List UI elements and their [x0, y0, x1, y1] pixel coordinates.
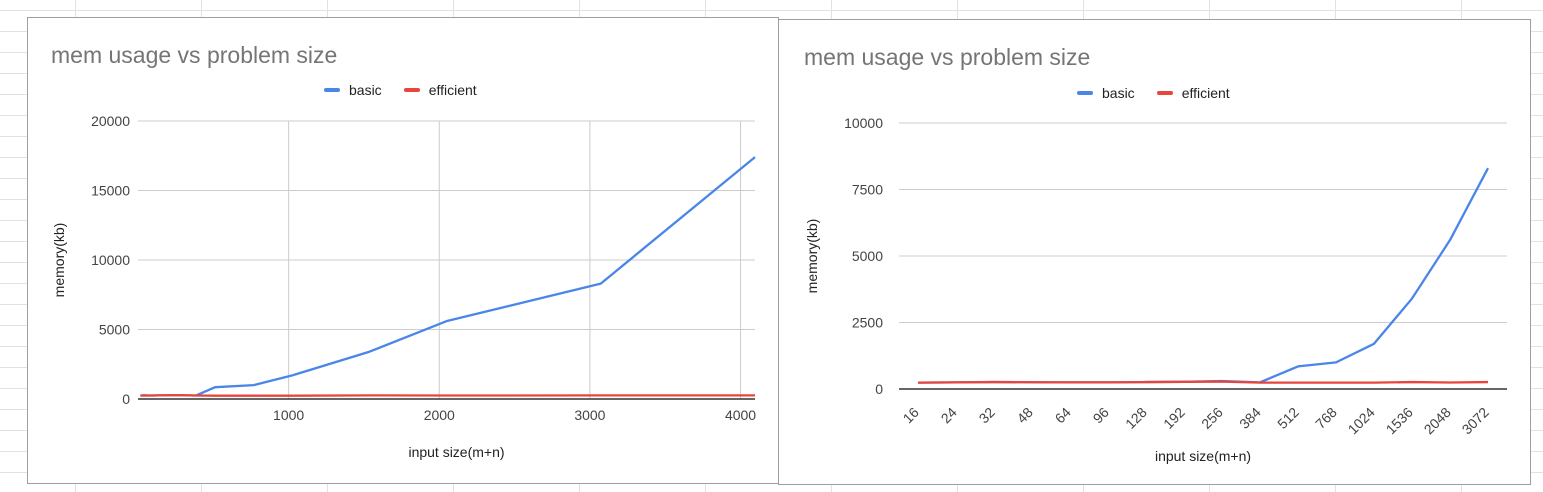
legend-swatch-efficient — [403, 88, 420, 92]
chart-plot-right: 0 2500 5000 7500 10000 16 24 32 48 64 96 128 192 256 3… — [804, 115, 1507, 464]
x-tick-label: 192 — [1160, 404, 1188, 432]
chart-panel-right[interactable]: mem usage vs problem size basic efficien… — [778, 19, 1531, 485]
legend-swatch-basic — [1077, 91, 1093, 95]
x-tick-label: 48 — [1014, 404, 1036, 426]
y-axis-title: memory(kb) — [51, 223, 67, 298]
series-line-efficient[interactable] — [917, 380, 1489, 384]
x-tick-label: 4000 — [725, 407, 756, 423]
x-tick-label: 256 — [1198, 404, 1226, 432]
chart-plot-left: 0 5000 10000 15000 20000 1000 2000 3000 4000 inpu… — [51, 113, 756, 460]
legend-label-efficient: efficient — [1181, 85, 1230, 101]
x-tick-label: 64 — [1052, 404, 1074, 426]
series-line-efficient[interactable] — [140, 393, 755, 397]
x-tick-label: 2000 — [424, 407, 455, 423]
x-tick-label: 24 — [938, 404, 960, 426]
legend-item-basic[interactable]: basic — [324, 82, 382, 98]
y-tick-label: 7500 — [852, 182, 883, 198]
x-tick-label: 768 — [1312, 404, 1340, 432]
legend-item-basic[interactable]: basic — [1077, 85, 1135, 101]
y-tick-label: 10000 — [844, 115, 883, 131]
x-tick-label: 512 — [1274, 404, 1302, 432]
y-tick-label: 15000 — [91, 183, 130, 199]
x-tick-label: 3072 — [1459, 404, 1492, 437]
y-tick-label: 2500 — [852, 315, 883, 331]
x-tick-label: 1024 — [1345, 404, 1378, 437]
legend-label-basic: basic — [1102, 85, 1135, 101]
x-tick-label: 16 — [900, 404, 922, 426]
legend-label-efficient: efficient — [428, 82, 477, 98]
x-tick-label: 1536 — [1383, 404, 1416, 437]
series-line-basic[interactable] — [140, 156, 756, 397]
y-tick-label: 5000 — [99, 322, 130, 338]
x-tick-label: 384 — [1236, 404, 1264, 432]
y-tick-label: 20000 — [91, 113, 130, 129]
x-tick-label: 2048 — [1421, 404, 1454, 437]
legend-label-basic: basic — [349, 82, 382, 98]
y-tick-label: 0 — [875, 381, 883, 397]
x-tick-label: 1000 — [273, 407, 304, 423]
x-axis-title: input size(m+n) — [1155, 448, 1251, 464]
legend-swatch-basic — [324, 88, 340, 92]
x-tick-label: 3000 — [574, 407, 605, 423]
y-tick-label: 10000 — [91, 252, 130, 268]
chart-panel-left[interactable]: mem usage vs problem size basic efficien… — [27, 17, 779, 484]
y-tick-label: 0 — [122, 391, 130, 407]
y-tick-label: 5000 — [852, 248, 883, 264]
x-tick-label: 32 — [976, 404, 998, 426]
y-axis-title: memory(kb) — [804, 219, 820, 294]
chart-title: mem usage vs problem size — [804, 44, 1091, 70]
x-tick-label: 96 — [1090, 404, 1112, 426]
series-line-basic[interactable] — [917, 167, 1490, 384]
chart-title: mem usage vs problem size — [51, 42, 338, 68]
chart-legend: basic efficient — [324, 82, 499, 98]
legend-item-efficient[interactable]: efficient — [1156, 85, 1230, 101]
legend-swatch-efficient — [1156, 91, 1173, 95]
legend-item-efficient[interactable]: efficient — [403, 82, 477, 98]
chart-legend: basic efficient — [1077, 85, 1252, 101]
x-tick-label: 128 — [1122, 404, 1150, 432]
x-axis-title: input size(m+n) — [408, 444, 504, 460]
